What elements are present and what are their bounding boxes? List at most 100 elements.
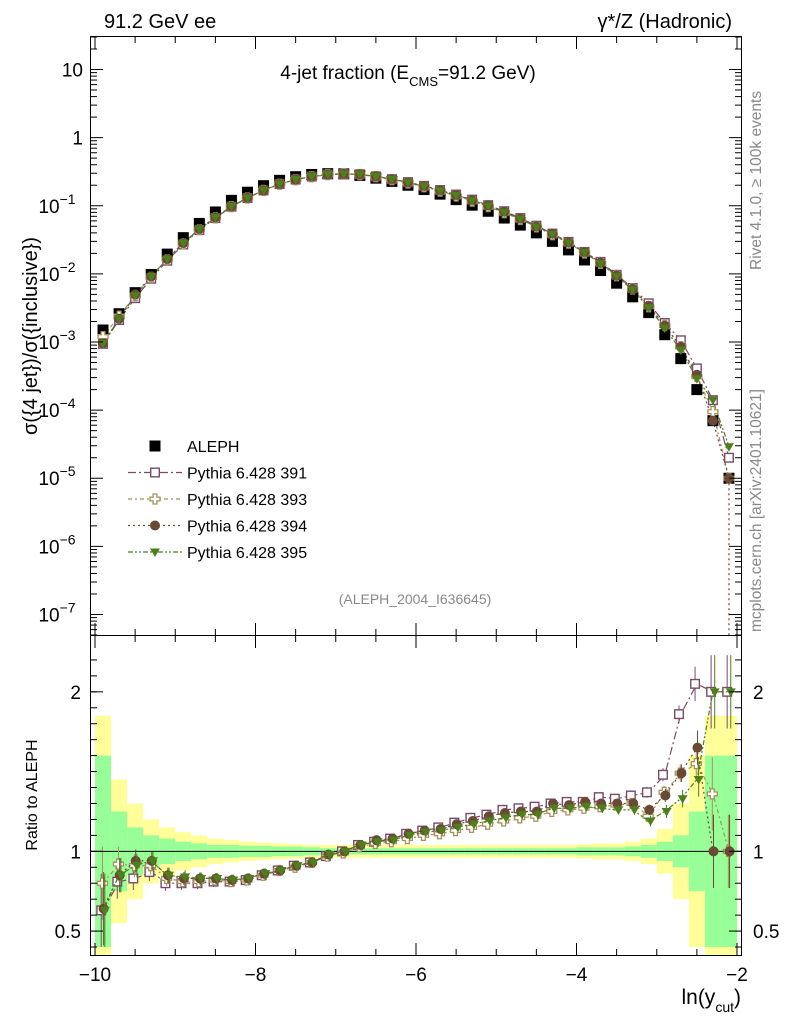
ratio-point-3 bbox=[581, 803, 592, 812]
ratio-point-3 bbox=[533, 811, 544, 820]
y-tick-label: 10−5 bbox=[38, 463, 75, 490]
data-point-aleph bbox=[225, 194, 237, 206]
legend-label: Pythia 6.428 394 bbox=[187, 519, 307, 536]
ratio-point-3 bbox=[99, 906, 110, 916]
data-point-aleph bbox=[562, 244, 574, 256]
mc-point-3 bbox=[595, 259, 606, 269]
ratio-point-3 bbox=[436, 827, 447, 836]
mc-point-3 bbox=[467, 197, 478, 206]
analysis-watermark: (ALEPH_2004_I636645) bbox=[339, 591, 492, 607]
ratio-y-tick-label: 1 bbox=[70, 842, 81, 863]
data-point-aleph bbox=[643, 307, 655, 319]
ratio-y-tick-label-right: 0.5 bbox=[753, 922, 779, 943]
ratio-point-2 bbox=[676, 768, 687, 779]
ratio-point-3 bbox=[260, 870, 271, 879]
ratio-point-3 bbox=[244, 874, 255, 884]
legend-marker-2 bbox=[150, 520, 160, 531]
ratio-point-0 bbox=[657, 769, 668, 780]
ratio-point-3 bbox=[131, 862, 142, 871]
x-tick-label: −10 bbox=[79, 965, 111, 986]
chart-title-main: 4-jet fraction (E bbox=[280, 63, 409, 84]
mc-point-3 bbox=[130, 292, 141, 301]
ratio-point-0 bbox=[690, 678, 701, 689]
mc-point-3 bbox=[627, 286, 638, 295]
ratio-point-3 bbox=[356, 841, 367, 850]
mc-point-3 bbox=[451, 191, 462, 201]
ratio-point-3 bbox=[517, 811, 528, 820]
ratio-point-3 bbox=[725, 688, 736, 697]
ratio-point-2 bbox=[692, 742, 703, 753]
mc-point-3 bbox=[402, 179, 413, 188]
mc-point-3 bbox=[499, 208, 510, 218]
legend: ALEPH Pythia 6.428 391 Pythia 6.428 393 Pyt… bbox=[128, 439, 307, 562]
ratio-point-3 bbox=[115, 871, 126, 881]
series-line-0 bbox=[102, 173, 730, 458]
ratio-y-tick-label: 0.5 bbox=[55, 922, 81, 943]
data-point-aleph bbox=[627, 291, 639, 303]
x-tick-label: −8 bbox=[245, 965, 267, 986]
chart-title-sub: CMS bbox=[409, 74, 438, 89]
legend-label: Pythia 6.428 393 bbox=[187, 492, 307, 509]
data-point-aleph bbox=[659, 329, 671, 341]
x-axis-label-sub: cut bbox=[715, 999, 734, 1015]
data-point-aleph bbox=[579, 254, 591, 266]
mc-point-3 bbox=[563, 239, 574, 248]
mc-point-3 bbox=[611, 272, 622, 282]
mc-point-3 bbox=[114, 315, 125, 324]
ratio-point-3 bbox=[420, 828, 431, 838]
ratio-point-3 bbox=[164, 871, 175, 881]
ratio-line-0 bbox=[102, 683, 729, 911]
ratio-point-3 bbox=[372, 838, 383, 847]
chart-title: 4-jet fraction (ECMS=91.2 GeV) bbox=[280, 63, 535, 89]
header-right-symbol: γ*/Z bbox=[598, 11, 634, 33]
ratio-point-3 bbox=[677, 795, 688, 804]
ratio-point-1 bbox=[112, 858, 125, 870]
ratio-point-0 bbox=[674, 709, 685, 720]
y-tick-label: 10−3 bbox=[38, 327, 75, 354]
legend-label: ALEPH bbox=[187, 439, 239, 456]
x-tick-label: −6 bbox=[405, 965, 427, 986]
ratio-point-3 bbox=[228, 876, 239, 886]
ratio-line-3 bbox=[102, 691, 729, 911]
legend-marker-1 bbox=[149, 493, 161, 505]
mc-point-3 bbox=[643, 304, 654, 313]
y-tick-label: 10 bbox=[62, 61, 83, 82]
series-line-3 bbox=[102, 173, 730, 447]
ratio-point-3 bbox=[709, 688, 720, 697]
legend-marker-0 bbox=[149, 467, 160, 478]
mc-point-3 bbox=[547, 230, 558, 240]
mc-point-3 bbox=[370, 172, 381, 182]
mc-point-2 bbox=[707, 415, 718, 426]
data-point-aleph bbox=[691, 384, 703, 396]
main-ylabel: σ({4 jet})/σ({inclusive}) bbox=[20, 237, 42, 435]
mc-point-3 bbox=[146, 272, 157, 282]
ratio-point-3 bbox=[404, 831, 415, 841]
ratio-ylabel: Ratio to ALEPH bbox=[24, 739, 41, 850]
ratio-y-tick-label-right: 2 bbox=[753, 683, 764, 704]
y-tick-label: 10−7 bbox=[38, 599, 75, 626]
ratio-point-1 bbox=[690, 757, 702, 770]
mc-point-3 bbox=[338, 170, 349, 179]
mc-point-3 bbox=[322, 170, 333, 180]
data-point-aleph bbox=[209, 206, 221, 218]
ratio-point-1 bbox=[96, 877, 109, 889]
mc-point-3 bbox=[419, 182, 430, 192]
ratio-point-2 bbox=[708, 846, 719, 857]
y-tick-label: 1 bbox=[72, 129, 83, 150]
ratio-y-tick-label-right: 1 bbox=[753, 842, 764, 863]
legend-label: Pythia 6.428 391 bbox=[187, 466, 307, 483]
ratio-point-0 bbox=[128, 873, 139, 884]
ratio-point-2 bbox=[644, 804, 655, 815]
mcplots-label: mcplots.cern.ch [arXiv:2401.10621] bbox=[748, 389, 765, 632]
ratio-point-3 bbox=[501, 814, 512, 823]
mc-point-3 bbox=[483, 202, 494, 212]
data-point-aleph bbox=[177, 232, 189, 244]
x-tick-label: −4 bbox=[566, 965, 588, 986]
series-line-2 bbox=[102, 173, 730, 479]
ratio-point-3 bbox=[565, 804, 576, 814]
mc-point-3 bbox=[178, 239, 189, 248]
mc-point-3 bbox=[691, 375, 702, 384]
mc-point-3 bbox=[258, 186, 269, 196]
ratio-point-2 bbox=[660, 790, 671, 801]
